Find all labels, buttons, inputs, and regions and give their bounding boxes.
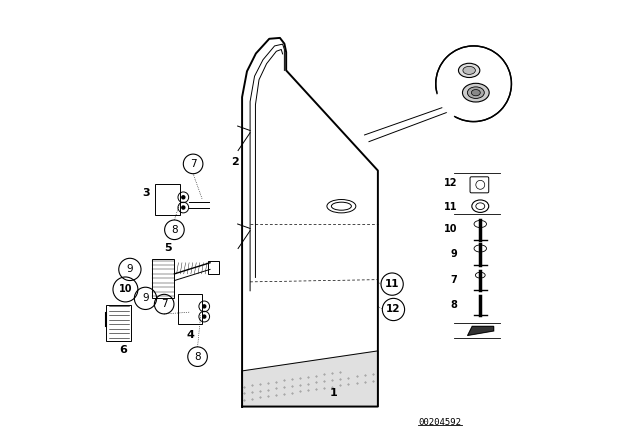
Text: 2: 2 (231, 157, 239, 167)
Circle shape (436, 47, 511, 121)
Text: 10: 10 (118, 284, 132, 294)
Circle shape (202, 314, 207, 319)
Ellipse shape (458, 63, 480, 78)
Text: 1: 1 (330, 388, 337, 398)
Text: 7: 7 (190, 159, 196, 169)
Bar (106, 305, 131, 340)
Text: 12: 12 (386, 305, 401, 314)
Text: 14: 14 (445, 60, 458, 70)
Bar (177, 294, 202, 324)
Text: 4: 4 (187, 330, 195, 340)
Text: 8: 8 (195, 352, 201, 362)
Bar (152, 259, 175, 298)
Text: 9: 9 (127, 264, 133, 275)
Text: 8: 8 (451, 300, 457, 310)
Ellipse shape (467, 87, 484, 99)
Ellipse shape (472, 90, 480, 96)
Circle shape (181, 195, 186, 199)
Text: 8: 8 (171, 225, 178, 235)
Text: 13: 13 (442, 87, 456, 97)
Circle shape (181, 205, 186, 210)
Text: 3: 3 (143, 188, 150, 198)
Text: 00204592: 00204592 (419, 418, 461, 426)
Text: 6: 6 (119, 345, 127, 354)
Text: 9: 9 (451, 249, 457, 259)
Bar (208, 260, 219, 274)
Ellipse shape (463, 66, 476, 74)
Ellipse shape (463, 83, 489, 102)
Polygon shape (242, 351, 378, 406)
Polygon shape (468, 327, 493, 335)
Text: 5: 5 (164, 243, 172, 253)
Text: 7: 7 (161, 299, 168, 309)
Text: 11: 11 (385, 279, 399, 289)
Text: 12: 12 (444, 178, 457, 188)
Polygon shape (436, 84, 474, 117)
Text: 7: 7 (451, 275, 457, 284)
Text: 10: 10 (444, 224, 457, 234)
Text: 11: 11 (444, 202, 457, 212)
Text: 9: 9 (142, 293, 148, 303)
Bar (156, 184, 180, 215)
Circle shape (202, 304, 207, 309)
